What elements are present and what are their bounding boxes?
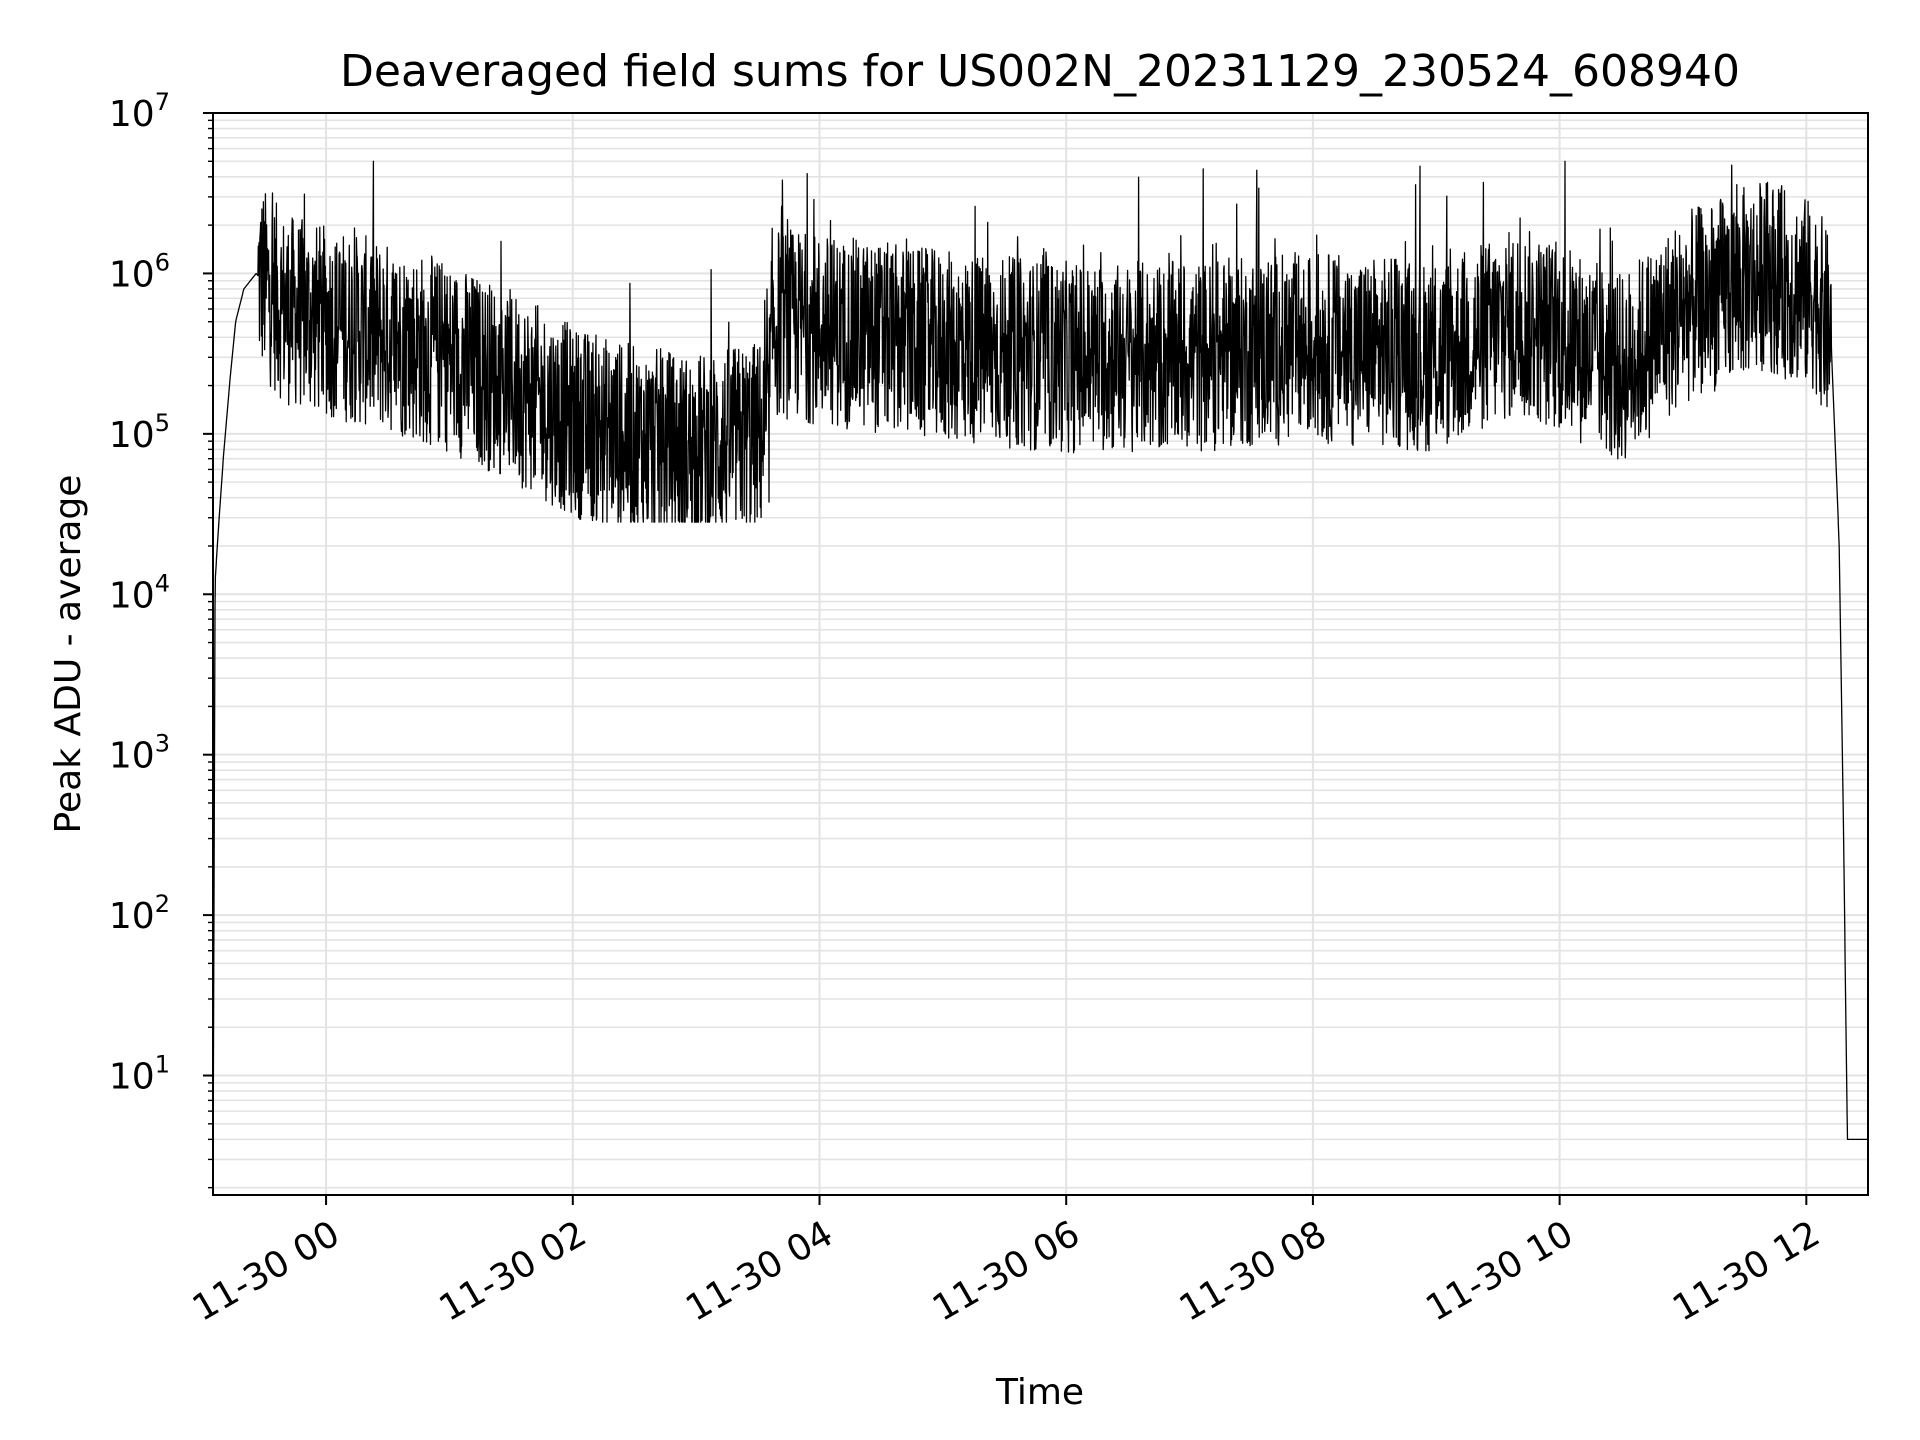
y-tick-label: 104 <box>109 569 170 616</box>
series-line <box>212 160 1869 1196</box>
y-tick-label: 102 <box>109 890 170 937</box>
y-tick-label: 106 <box>109 248 170 295</box>
chart-title: Deaveraged field sums for US002N_2023112… <box>340 46 1740 97</box>
y-tick-label: 105 <box>109 409 170 456</box>
y-tick-label: 103 <box>109 730 170 777</box>
plot-frame <box>212 112 1869 1196</box>
x-axis-label: Time <box>995 1372 1084 1413</box>
y-axis-label: Peak ADU - average <box>48 475 89 834</box>
y-tick-label: 101 <box>109 1051 170 1098</box>
plot-data <box>212 160 1869 1196</box>
y-tick-label: 107 <box>109 88 170 135</box>
